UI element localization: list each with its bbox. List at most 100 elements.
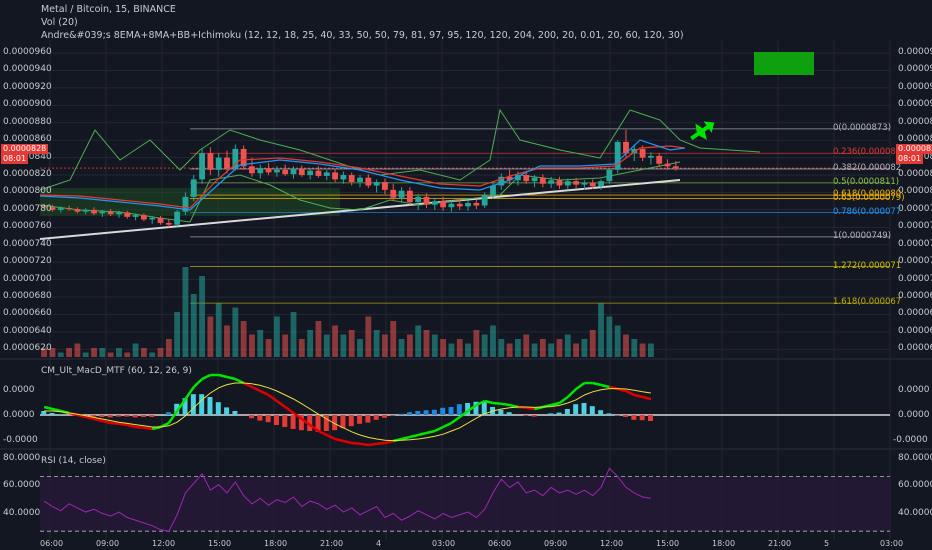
macd-line-segment xyxy=(52,407,62,413)
macd-line-segment xyxy=(126,423,136,429)
candle-body xyxy=(415,196,422,203)
candle-body xyxy=(531,177,538,182)
volume-bar xyxy=(190,294,197,357)
price-tick-right: 0.0000820 xyxy=(898,169,932,180)
macd-line-segment xyxy=(417,431,427,437)
macd-histogram-bar xyxy=(606,413,612,415)
macd-line-segment xyxy=(459,409,469,419)
rsi-axis-40-right: 40.0000 xyxy=(898,508,932,518)
macd-line-segment xyxy=(326,433,336,441)
candle-body xyxy=(548,180,555,184)
rsi-axis-80-right: 80.0000 xyxy=(898,453,932,463)
macd-histogram-bar xyxy=(215,402,221,415)
macd-histogram-bar xyxy=(357,415,363,424)
macd-histogram-bar xyxy=(323,415,329,431)
rsi-line xyxy=(43,467,651,532)
macd-line-segment xyxy=(251,385,261,393)
time-tick: 06:00 xyxy=(40,539,64,548)
volume-bar xyxy=(648,343,654,357)
macd-line-segment xyxy=(85,415,95,421)
candle-body xyxy=(556,180,563,186)
volume-bar xyxy=(523,334,530,357)
fib-label: 1(0.0000749) xyxy=(833,230,892,241)
fib-label: 0.65(0.0000079) xyxy=(833,192,905,203)
macd-histogram-bar xyxy=(465,403,471,415)
volume-bar xyxy=(182,267,189,357)
macd-line-segment xyxy=(592,381,602,387)
volume-bar xyxy=(140,348,147,357)
candle-body xyxy=(249,166,255,174)
price-tick-left: 0.0000780 xyxy=(3,203,52,214)
volume-bar xyxy=(448,343,455,357)
macd-histogram-bar xyxy=(548,413,554,415)
macd-pane xyxy=(40,373,890,447)
fib-label: 0.236(0.000084 xyxy=(833,147,902,158)
fib-label: 0.382(0.000082 xyxy=(833,162,902,173)
price-tick-right: 0.0000660 xyxy=(898,308,932,319)
macd-histogram-bar xyxy=(448,407,454,415)
candle-body xyxy=(639,148,646,158)
macd-line-segment xyxy=(642,395,652,401)
price-tick-left: 0.0000640 xyxy=(3,325,52,336)
macd-histogram-bar xyxy=(440,407,446,415)
candle-body xyxy=(91,209,97,214)
volume-bar xyxy=(91,348,97,357)
candle-body xyxy=(648,155,654,158)
macd-histogram-bar xyxy=(273,415,279,425)
candle-body xyxy=(606,169,613,182)
candle-body xyxy=(240,148,247,167)
volume-bar xyxy=(332,325,338,357)
rsi-axis-80: 80.0000 xyxy=(3,453,41,463)
macd-histogram-bar xyxy=(91,415,97,417)
rsi-band xyxy=(40,476,890,532)
volume-bar xyxy=(556,339,563,357)
volume-bar xyxy=(373,330,380,357)
macd-line-segment xyxy=(218,373,228,379)
candle-body xyxy=(431,201,438,205)
macd-line-segment xyxy=(501,402,510,407)
price-tick-right: 0.0000680 xyxy=(898,291,932,301)
macd-line-segment xyxy=(351,441,361,446)
candle-body xyxy=(506,176,513,181)
candle-body xyxy=(357,177,363,183)
volume-bar xyxy=(224,325,230,357)
volume-bar xyxy=(249,334,255,357)
macd-histogram-bar xyxy=(473,401,479,415)
volume-bar xyxy=(57,352,64,357)
time-tick: 09:00 xyxy=(96,539,120,548)
candle-body xyxy=(99,211,106,214)
candle-body xyxy=(332,172,338,180)
volume-bar xyxy=(149,352,156,357)
macd-line-segment xyxy=(600,383,610,389)
bb-lower xyxy=(39,161,681,223)
candle-body xyxy=(515,175,521,181)
candle-body xyxy=(614,141,621,170)
macd-line-segment xyxy=(359,442,369,447)
candle-body xyxy=(107,211,114,215)
macd-histogram-bar xyxy=(348,415,354,427)
macd-histogram-bar xyxy=(506,412,512,415)
macd-line-segment xyxy=(184,386,195,400)
candle-body xyxy=(182,196,189,212)
volume-bar xyxy=(165,339,172,357)
price-tick-right: 0.0000920 xyxy=(898,81,932,92)
macd-histogram-bar xyxy=(365,415,371,423)
macd-axis-top: 0.0000 xyxy=(3,385,35,395)
macd-line-segment xyxy=(475,399,486,407)
macd-histogram-bar xyxy=(174,403,180,415)
candle-body xyxy=(365,177,372,186)
candle-body xyxy=(290,168,297,175)
volume-bar xyxy=(539,339,546,357)
candle-body xyxy=(481,195,488,206)
time-tick: 09:00 xyxy=(544,539,568,548)
macd-line-segment xyxy=(276,399,286,409)
current-price-badge-right: 0.0000828 xyxy=(896,144,932,154)
bb-upper xyxy=(39,108,761,191)
volume-bar xyxy=(415,325,422,357)
macd-histogram-bar xyxy=(140,415,146,417)
macd-axis-top-right: 0.0000 xyxy=(898,385,930,395)
macd-histogram-bar xyxy=(589,406,595,415)
volume-bar xyxy=(315,321,322,357)
macd-histogram-bar xyxy=(49,413,55,415)
